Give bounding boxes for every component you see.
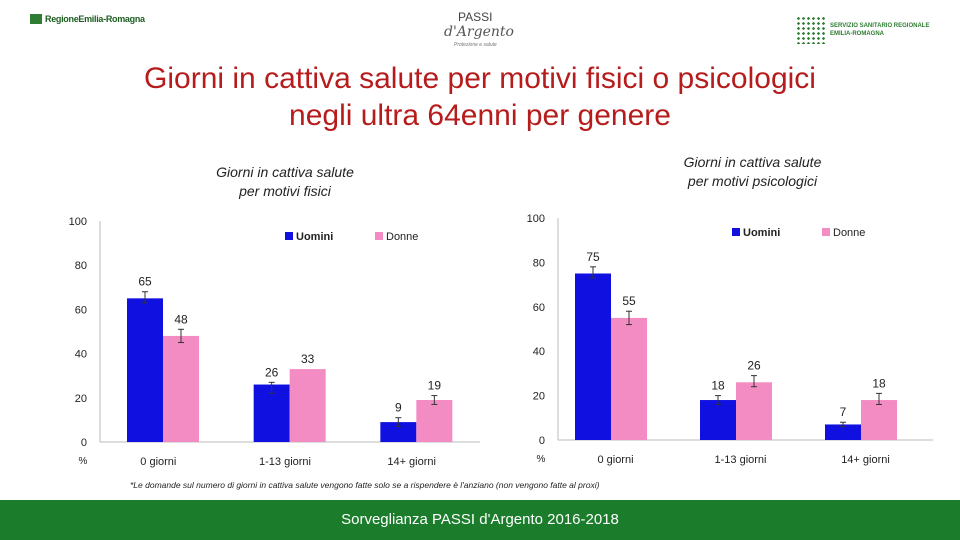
chart1-ytick-40: 40 xyxy=(75,349,87,361)
chart1-data-label-0-2: 9 xyxy=(395,401,402,415)
chart2-xtick-2: 14+ giorni xyxy=(841,454,890,466)
chart2-legend-label-1: Donne xyxy=(833,227,865,239)
chart2-xtick-0: 0 giorni xyxy=(597,454,633,466)
chart1-legend-swatch-1 xyxy=(375,232,383,240)
page-title-line2: negli ultra 64enni per genere xyxy=(289,99,671,132)
chart2-title-line1: Giorni in cattiva salute xyxy=(683,154,822,170)
chart1-bar-0-0 xyxy=(127,298,163,442)
chart1-data-label-0-1: 26 xyxy=(265,365,279,379)
chart2-data-label-1-0: 55 xyxy=(622,294,636,308)
chart1-bar-1-0 xyxy=(163,335,199,442)
chart1-xtick-1: 1-13 giorni xyxy=(259,456,311,468)
chart2-bar-0-1 xyxy=(700,400,736,440)
chart2-ytick-80: 80 xyxy=(533,257,545,269)
flag-icon xyxy=(30,14,42,24)
logo-servizio-sanitario: SERVIZIO SANITARIO REGIONALE EMILIA-ROMA… xyxy=(796,16,940,44)
chart2-title: Giorni in cattiva salute per motivi psic… xyxy=(650,153,855,191)
chart2-legend-swatch-0 xyxy=(732,228,740,236)
chart2-y-unit: % xyxy=(537,454,546,465)
logo-argento-text: d'Argento xyxy=(444,24,514,40)
chart1-title: Giorni in cattiva salute per motivi fisi… xyxy=(185,163,385,201)
chart2-data-label-0-0: 75 xyxy=(586,250,600,264)
chart1-ytick-20: 20 xyxy=(75,393,87,405)
chart2-bar-1-0 xyxy=(611,317,647,440)
chart2-ytick-0: 0 xyxy=(539,435,545,447)
chart2-bar-0-0 xyxy=(575,273,611,440)
chart1-data-label-1-1: 33 xyxy=(301,352,315,366)
chart2-data-label-0-1: 18 xyxy=(711,379,725,393)
logo-passi-argento: PASSI d'Argento Protezione e salute xyxy=(440,8,520,48)
chart1-y-unit: % xyxy=(79,456,88,467)
footnote: *Le domande sul numero di giorni in catt… xyxy=(130,480,600,490)
chart1-ytick-100: 100 xyxy=(69,216,87,228)
logo-ssr-line1: SERVIZIO SANITARIO REGIONALE xyxy=(830,23,930,29)
chart2-ytick-60: 60 xyxy=(533,302,545,314)
chart1-xtick-0: 0 giorni xyxy=(140,456,176,468)
chart2-data-label-1-1: 26 xyxy=(747,359,761,373)
chart2-legend-label-0: Uomini xyxy=(743,227,780,239)
chart1-legend-swatch-0 xyxy=(285,232,293,240)
chart1-title-line1: Giorni in cattiva salute xyxy=(216,164,354,180)
chart1-title-line2: per motivi fisici xyxy=(239,183,331,199)
chart1-legend-label-0: Uomini xyxy=(296,231,333,243)
chart2-ytick-20: 20 xyxy=(533,391,545,403)
chart2-bar-1-2 xyxy=(861,400,897,440)
logo-passi-text: PASSI xyxy=(458,10,493,24)
chart2-bar-1-1 xyxy=(736,382,772,440)
chart1-data-label-1-0: 48 xyxy=(174,312,188,326)
chart2-data-label-1-2: 18 xyxy=(872,376,886,390)
logo-argento-sub: Protezione e salute xyxy=(454,42,497,48)
chart1-bar-1-1 xyxy=(289,369,326,442)
chart2-data-label-0-2: 7 xyxy=(840,405,847,419)
chart2-ytick-100: 100 xyxy=(527,213,545,225)
logo-ssr-line2: EMILIA-ROMAGNA xyxy=(830,31,884,37)
chart2-bar-0-2 xyxy=(825,424,861,440)
footer-bar: Sorveglianza PASSI d'Argento 2016-2018 xyxy=(0,500,960,540)
chart1-data-label-1-2: 19 xyxy=(428,379,442,393)
logo-regione: RegioneEmilia-Romagna xyxy=(30,14,145,24)
chart1-legend-label-1: Donne xyxy=(386,231,418,243)
chart2-legend-swatch-1 xyxy=(822,228,830,236)
chart1-bar-0-2 xyxy=(380,422,417,442)
chart1-xtick-2: 14+ giorni xyxy=(387,456,436,468)
chart1-bar-1-2 xyxy=(416,400,453,442)
chart1-ytick-80: 80 xyxy=(75,260,87,272)
logo-regione-text: RegioneEmilia-Romagna xyxy=(45,14,145,24)
chart1-ytick-0: 0 xyxy=(81,437,87,449)
page-title-line1: Giorni in cattiva salute per motivi fisi… xyxy=(144,62,816,95)
chart1-bar-0-1 xyxy=(253,384,290,442)
page-title: Giorni in cattiva salute per motivi fisi… xyxy=(60,60,900,134)
chart1-ytick-60: 60 xyxy=(75,304,87,316)
chart2-title-line2: per motivi psicologici xyxy=(687,173,818,189)
grid-logo-icon xyxy=(796,16,826,44)
chart2-ytick-40: 40 xyxy=(533,346,545,358)
chart1-data-label-0-0: 65 xyxy=(138,275,152,289)
chart2-xtick-1: 1-13 giorni xyxy=(715,454,767,466)
